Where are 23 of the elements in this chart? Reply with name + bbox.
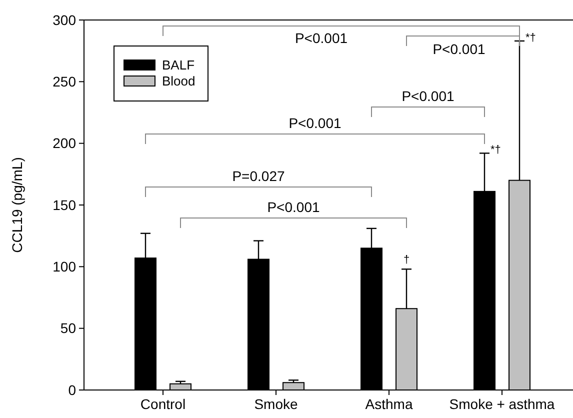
annotation: P<0.001 (267, 199, 320, 215)
y-tick-label: 0 (68, 382, 76, 398)
annotation: P<0.001 (294, 30, 348, 46)
annotation: P<0.001 (402, 88, 454, 104)
x-tick-label: Smoke (254, 396, 298, 412)
y-tick-label: 50 (60, 320, 76, 336)
x-tick-label: Control (140, 396, 186, 412)
annotation: P=0.027 (232, 168, 285, 184)
y-tick-label: 250 (52, 74, 76, 90)
annotation: P<0.001 (288, 115, 342, 131)
annotation: *† (490, 144, 501, 156)
y-tick-label: 200 (52, 135, 76, 152)
y-axis-title: CCL19 (pg/mL) (9, 157, 25, 253)
y-tick-label: 100 (52, 258, 76, 275)
legend-label: Blood (162, 74, 196, 89)
y-tick-label: 150 (52, 196, 76, 213)
x-tick-label: Asthma (365, 396, 413, 412)
annotation: *† (526, 32, 536, 44)
y-tick-label: 300 (52, 12, 76, 28)
x-tick-label: Smoke + asthma (449, 396, 555, 412)
annotation: † (403, 254, 410, 266)
legend-label: BALF (162, 58, 195, 73)
annotation: P<0.001 (432, 41, 486, 57)
